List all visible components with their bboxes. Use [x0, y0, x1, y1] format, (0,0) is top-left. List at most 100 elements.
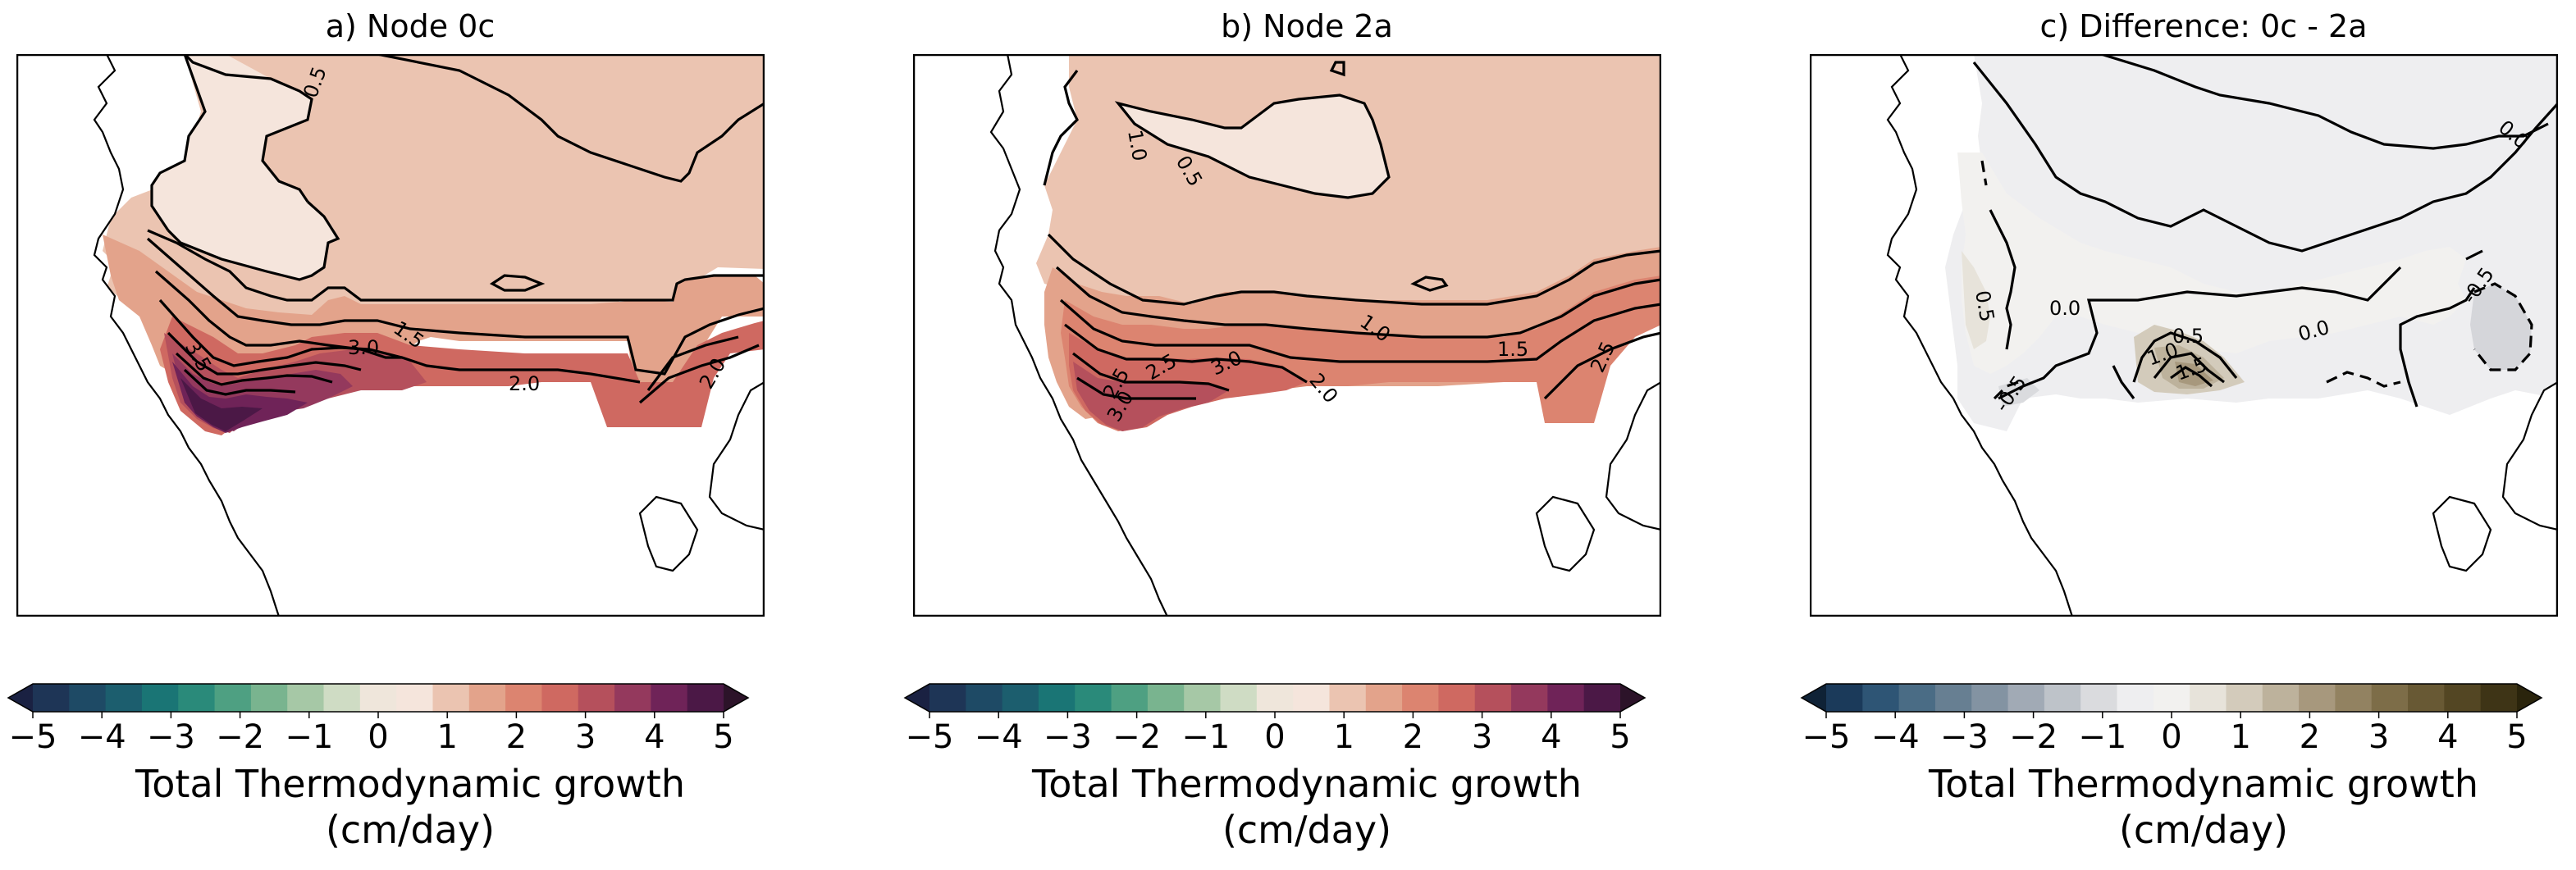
contour-label: 0.0	[2049, 297, 2080, 320]
colorbar-extend-max	[1620, 684, 1645, 712]
colorbar-segment	[1365, 684, 1403, 712]
contour-label: 0.5	[2172, 325, 2204, 348]
colorbar-segment	[2044, 684, 2081, 712]
colorbar-segment	[541, 684, 579, 712]
colorbar-segment	[287, 684, 325, 712]
colorbar-tick-label: 3	[2368, 718, 2389, 756]
colorbar-segment	[651, 684, 688, 712]
colorbar-segment	[2007, 684, 2045, 712]
colorbar-svg: −5 −4 −3 −2 −1 0 1 2 3 4 5	[7, 683, 750, 756]
colorbar-tick-label: 0	[2161, 718, 2181, 756]
colorbar-tick-label: 5	[2506, 718, 2527, 756]
colorbar-segment	[468, 684, 506, 712]
landmass-greenland	[1810, 54, 2074, 617]
colorbar-segment	[1971, 684, 2009, 712]
colorbar-segment	[2371, 684, 2409, 712]
colorbar-segment	[1583, 684, 1621, 712]
colorbar-segment	[359, 684, 397, 712]
colorbar-tick-label: −4	[78, 718, 126, 756]
colorbar-segment	[1511, 684, 1548, 712]
colorbar-tick-label: −3	[1044, 718, 1092, 756]
colorbar-extend-max	[724, 684, 748, 712]
colorbar-tick-label: 2	[1403, 718, 1423, 756]
colorbar-segment	[1111, 684, 1149, 712]
colorbar-segment	[69, 684, 107, 712]
colorbar: −5 −4 −3 −2 −1 0 1 2 3 4 5 Total Thermodynamic gro…	[1793, 672, 2576, 869]
panel-b: b) Node 2a 1.0 0.5 1.0 1.5 2.0 2.5	[897, 0, 1717, 870]
band-3.0-3.5	[1073, 362, 1229, 431]
landmass-greenland	[16, 54, 281, 617]
colorbar-extend-min	[8, 684, 33, 712]
colorbar-segment	[105, 684, 143, 712]
colorbar-segment	[2480, 684, 2518, 712]
colorbar-label: Total Thermodynamic growth	[1929, 762, 2478, 806]
colorbar-tick-label: 4	[1541, 718, 1561, 756]
colorbar-tick-label: −4	[1871, 718, 1920, 756]
landmass-svalbard	[2501, 380, 2558, 531]
colorbar-tick-label: −1	[1181, 718, 1230, 756]
colorbar: −5 −4 −3 −2 −1 0 1 2 3 4 5 Total Thermodynamic gro…	[897, 672, 1717, 869]
band-neg0.5-0.5	[1945, 54, 2558, 431]
band-1.5-2.0	[160, 317, 765, 435]
colorbar-tick-label: −5	[906, 718, 954, 756]
colorbar-segment	[614, 684, 651, 712]
colorbar-segment	[687, 684, 724, 712]
colorbar-segment	[1402, 684, 1440, 712]
colorbar-units: (cm/day)	[2118, 808, 2289, 852]
colorbar-tick-label: −3	[1940, 718, 1989, 756]
colorbar-tick-label: −5	[9, 718, 57, 756]
colorbar-segment	[432, 684, 470, 712]
colorbar-tick-label: 0	[368, 718, 388, 756]
colorbar-segment	[1329, 684, 1367, 712]
colorbar-tick-label: −4	[975, 718, 1023, 756]
colorbar-tick-label: 1	[1333, 718, 1354, 756]
landmass-svalbard	[708, 380, 765, 531]
colorbar-segment	[929, 684, 966, 712]
contour-label: 1.0	[1123, 128, 1151, 162]
band-neg1.0--0.5	[2470, 284, 2532, 370]
band-4.5-5	[180, 378, 263, 431]
colorbar-segment	[1220, 684, 1258, 712]
colorbar-tick-label: 3	[1472, 718, 1492, 756]
band-0.0-0.5	[152, 54, 338, 280]
colorbar-segment	[1293, 684, 1331, 712]
colorbar-segment	[1184, 684, 1222, 712]
colorbar-tick-label: −2	[216, 718, 264, 756]
colorbar-extend-min	[905, 684, 929, 712]
landmass-island	[1535, 495, 1596, 572]
colorbar-segment	[1934, 684, 1972, 712]
colorbar-segment	[2262, 684, 2300, 712]
colorbar-segment	[505, 684, 543, 712]
colorbar-segment	[1826, 684, 1863, 712]
map-panel-c: 0.0 0.5 0.0 0.5 1.0 1.5 0.0 -0.5 -0.5	[1810, 54, 2558, 617]
panel-title: b) Node 2a	[1221, 8, 1393, 44]
colorbar-tick-label: −2	[1112, 718, 1161, 756]
colorbar-segment	[1075, 684, 1112, 712]
colorbar-segment	[578, 684, 615, 712]
colorbar-segment	[178, 684, 216, 712]
contour-label: 0.5	[1971, 289, 1998, 323]
map-panel-a: 0.5 1.5 3.0 3.5 2.0 2.0	[16, 54, 765, 617]
contour-lines	[1972, 54, 2558, 408]
panel-title: a) Node 0c	[325, 8, 496, 44]
colorbar-segment	[2408, 684, 2445, 712]
contour-lines	[146, 54, 765, 404]
colorbar-tick-label: 1	[436, 718, 457, 756]
colorbar-segment	[1547, 684, 1585, 712]
band-0.0-0.5	[1957, 153, 2466, 374]
landmass-svalbard	[1605, 380, 1661, 531]
colorbar-label: Total Thermodynamic growth	[135, 762, 685, 806]
colorbar-svg: −5 −4 −3 −2 −1 0 1 2 3 4 5	[903, 683, 1647, 756]
colorbar-segment	[323, 684, 361, 712]
band-0.5-1.0	[1962, 251, 1990, 349]
colorbar-tick-label: −1	[2078, 718, 2126, 756]
contour-lines-negative	[1980, 160, 2533, 400]
contour-label: 2.0	[509, 372, 540, 395]
colorbar-segment	[966, 684, 1003, 712]
colorbar-svg: −5 −4 −3 −2 −1 0 1 2 3 4 5	[1800, 683, 2543, 756]
colorbar-segment	[1256, 684, 1294, 712]
band-0.0-0.5	[1118, 95, 1389, 198]
colorbar-segment	[2335, 684, 2373, 712]
colorbar-tick-label: 3	[575, 718, 596, 756]
colorbar-tick-label: 4	[2437, 718, 2458, 756]
